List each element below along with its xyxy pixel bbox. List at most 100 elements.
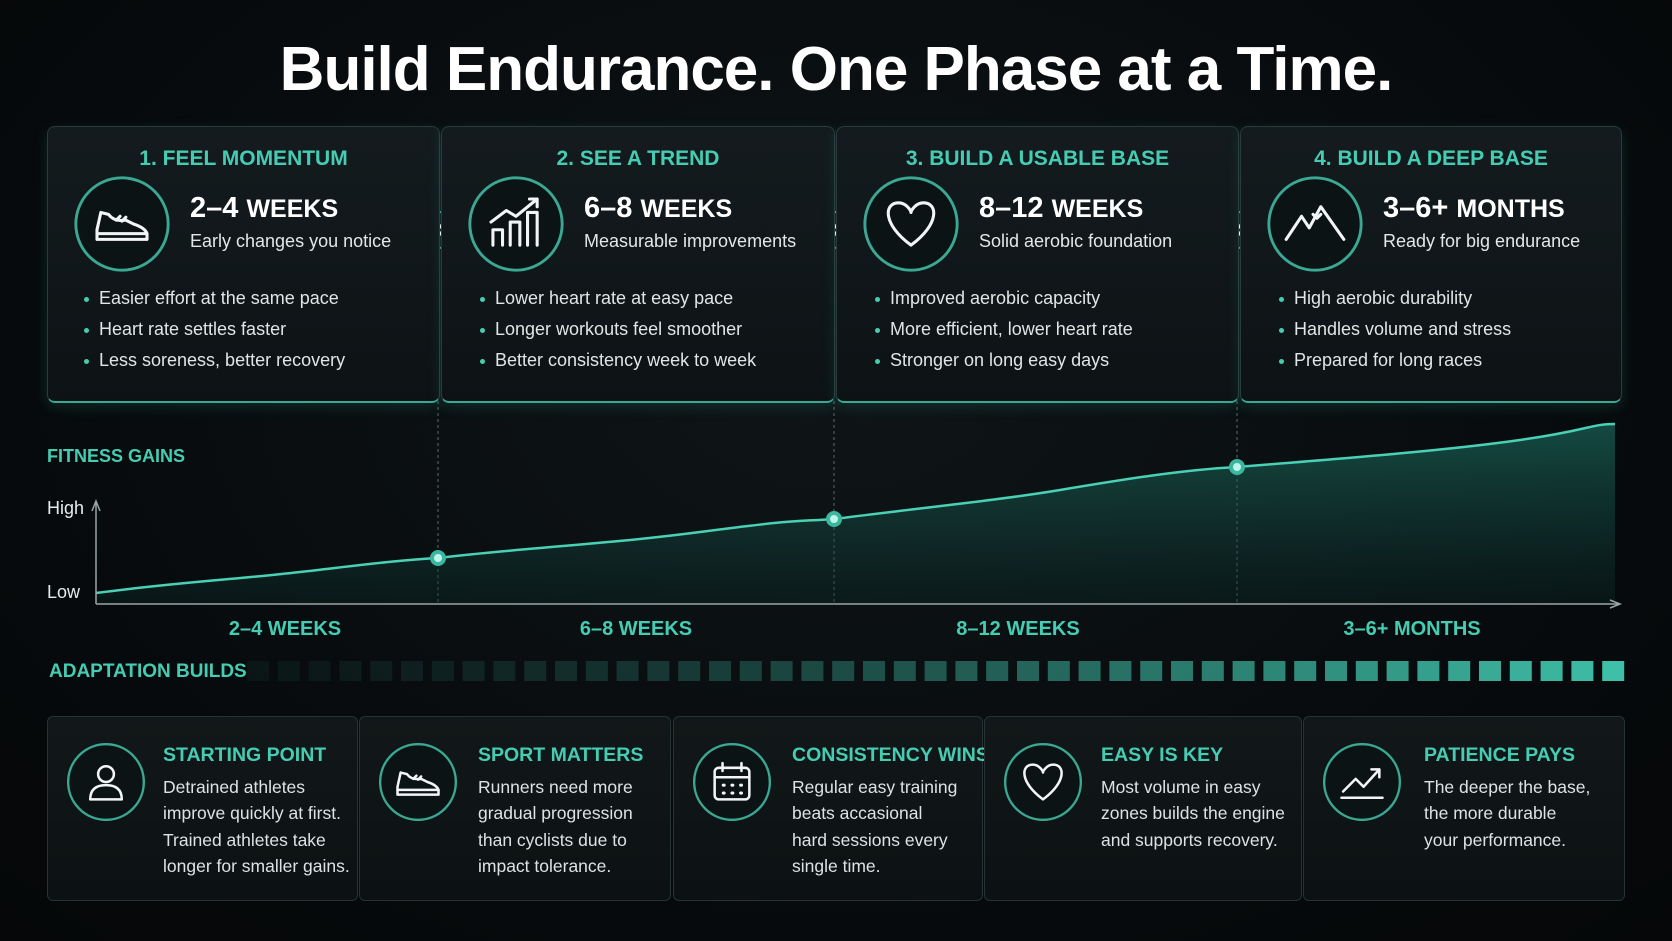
square xyxy=(616,661,639,681)
phase-bullet: Easier effort at the same pace xyxy=(84,288,339,308)
phase-bullet: Prepared for long races xyxy=(1278,350,1483,370)
tip-icon xyxy=(378,742,458,822)
tip-line: Trained athletes take xyxy=(163,829,326,850)
square xyxy=(1602,661,1625,681)
duration-unit: WEEKS xyxy=(1051,195,1144,223)
tip-line: improve quickly at first. xyxy=(163,803,341,824)
square xyxy=(431,661,454,681)
tip-card: SPORT MATTERS Runners need more gradual pr… xyxy=(359,716,671,901)
tip-line: Regular easy training xyxy=(792,777,958,797)
tip-line: hard sessions every xyxy=(792,829,948,850)
phase-bullet: Improved aerobic capacity xyxy=(874,288,1101,308)
square xyxy=(1540,661,1563,681)
tip-line: your performance. xyxy=(1424,829,1567,850)
square xyxy=(1263,661,1286,681)
tip-icon xyxy=(1003,742,1083,822)
tip-line: gradual progression xyxy=(478,803,633,824)
square xyxy=(739,661,762,681)
square xyxy=(1417,661,1440,681)
tip-heading: STARTING POINT xyxy=(163,744,327,766)
tip-line: Detrained athletes xyxy=(163,777,306,797)
phase-card: 2. SEE A TREND 6–8 WEEKS Measurable improv… xyxy=(441,126,835,403)
phase-bullet: Stronger on long easy days xyxy=(874,350,1110,370)
phase-bullet: Heart rate settles faster xyxy=(83,319,287,339)
phase-heading: 2. SEE A TREND xyxy=(556,147,720,170)
square xyxy=(832,661,855,681)
tip-icon xyxy=(1322,742,1402,822)
square xyxy=(1047,661,1070,681)
tip-heading: PATIENCE PAYS xyxy=(1424,744,1575,766)
phase-subtitle: Ready for big endurance xyxy=(1383,231,1581,251)
tip-line: than cyclists due to xyxy=(478,829,627,850)
phase-duration: 3–6+ MONTHS xyxy=(1383,192,1565,225)
tip-card: CONSISTENCY WINS Regular easy training bea… xyxy=(673,716,989,901)
phase-points xyxy=(430,459,1245,566)
square xyxy=(277,661,300,681)
square xyxy=(555,661,577,681)
phase-heading: 3. BUILD A USABLE BASE xyxy=(905,147,1170,170)
tip-line: zones builds the engine xyxy=(1101,803,1285,824)
phase-subtitle: Solid aerobic foundation xyxy=(979,231,1173,251)
square xyxy=(1201,661,1224,681)
phase-bullet: Handles volume and stress xyxy=(1278,319,1512,339)
square xyxy=(1017,661,1039,681)
tip-card: EASY IS KEY Most volume in easy zones buil… xyxy=(984,716,1302,901)
duration-value: 8–12 xyxy=(979,192,1044,224)
duration-value: 3–6+ xyxy=(1383,192,1449,224)
tip-heading: SPORT MATTERS xyxy=(478,744,644,766)
tip-line: single time. xyxy=(792,855,881,876)
square xyxy=(1078,661,1101,681)
phase-card: 3. BUILD A USABLE BASE 8–12 WEEKS Solid ae… xyxy=(836,126,1239,403)
tip-icon xyxy=(692,742,772,822)
adaptation-label: ADAPTATION BUILDS xyxy=(49,661,247,682)
square xyxy=(493,661,516,681)
phase-heading: 4. BUILD A DEEP BASE xyxy=(1314,147,1548,170)
phase-bullet: High aerobic durability xyxy=(1278,288,1473,308)
square xyxy=(1171,661,1193,681)
square xyxy=(1571,661,1594,681)
square xyxy=(524,661,547,681)
duration-unit: WEEKS xyxy=(640,195,733,223)
square xyxy=(709,661,731,681)
square xyxy=(1232,661,1255,681)
square xyxy=(893,661,916,681)
phase-bullet: Less soreness, better recovery xyxy=(83,350,346,370)
tip-card: PATIENCE PAYS The deeper the base, the mor… xyxy=(1303,716,1625,901)
duration-unit: WEEKS xyxy=(246,195,339,223)
square xyxy=(1109,661,1132,681)
square xyxy=(1509,661,1532,681)
square xyxy=(863,661,885,681)
square xyxy=(955,661,978,681)
phase-bullet: Better consistency week to week xyxy=(479,350,757,370)
duration-value: 2–4 xyxy=(190,192,239,224)
square xyxy=(1140,661,1163,681)
square xyxy=(1294,661,1317,681)
y-low: Low xyxy=(47,582,81,602)
square xyxy=(770,661,793,681)
square xyxy=(986,661,1009,681)
tip-icon xyxy=(66,742,146,822)
phase-duration: 2–4 WEEKS xyxy=(190,192,338,225)
tip-line: beats accasional xyxy=(792,803,923,824)
x-label: 8–12 WEEKS xyxy=(956,618,1080,640)
square xyxy=(1386,661,1409,681)
duration-value: 6–8 xyxy=(584,192,633,224)
duration-unit: MONTHS xyxy=(1456,195,1565,223)
tip-heading: CONSISTENCY WINS xyxy=(792,744,989,766)
phase-subtitle: Measurable improvements xyxy=(584,231,797,251)
square xyxy=(678,661,701,681)
square xyxy=(462,661,485,681)
title: Build Endurance. One Phase at a Time. xyxy=(279,35,1394,104)
square xyxy=(1355,661,1378,681)
phase-bullet: Lower heart rate at easy pace xyxy=(479,288,734,308)
axes xyxy=(91,498,1623,609)
phase-icon xyxy=(863,176,959,272)
square xyxy=(585,661,608,681)
tip-card: STARTING POINT Detrained athletes improve … xyxy=(47,716,358,901)
phase-duration: 8–12 WEEKS xyxy=(979,192,1143,225)
square xyxy=(308,661,331,681)
y-high: High xyxy=(47,498,85,518)
square xyxy=(1325,661,1347,681)
